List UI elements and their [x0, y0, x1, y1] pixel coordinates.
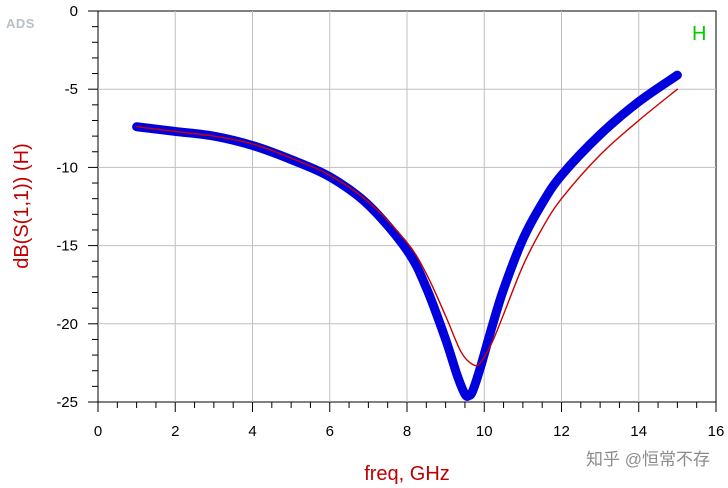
y-tick-label: -15: [56, 238, 78, 255]
y-tick-label: 0: [70, 3, 78, 20]
x-tick-label: 0: [94, 423, 102, 440]
y-axis-title: dB(S(1,1)) (H): [11, 143, 33, 269]
x-axis-title: freq, GHz: [364, 463, 450, 485]
x-tick-label: 2: [171, 423, 179, 440]
x-tick-label: 14: [630, 423, 647, 440]
y-tick-label: -20: [56, 316, 78, 333]
series-line-thick: [132, 70, 682, 401]
x-tick-label: 16: [708, 423, 725, 440]
y-tick-label: -5: [65, 81, 78, 98]
grid: [98, 11, 716, 402]
watermark: 知乎 @恒常不存: [586, 450, 710, 469]
x-tick-label: 4: [248, 423, 256, 440]
x-ticks: 0 2 4 6 8 10 12 14 16: [94, 402, 725, 440]
x-tick-label: 6: [326, 423, 334, 440]
x-tick-label: 12: [553, 423, 570, 440]
x-tick-label: 10: [476, 423, 493, 440]
y-tick-label: -25: [56, 394, 78, 411]
series-label: H: [692, 23, 706, 45]
ads-logo: ADS: [6, 16, 35, 31]
y-tick-label: -10: [56, 159, 78, 176]
y-ticks: 0 -5 -10 -15 -20 -25: [56, 3, 98, 411]
series-line-thin: [135, 88, 679, 367]
x-tick-label: 8: [403, 423, 411, 440]
series-group: [132, 70, 682, 401]
